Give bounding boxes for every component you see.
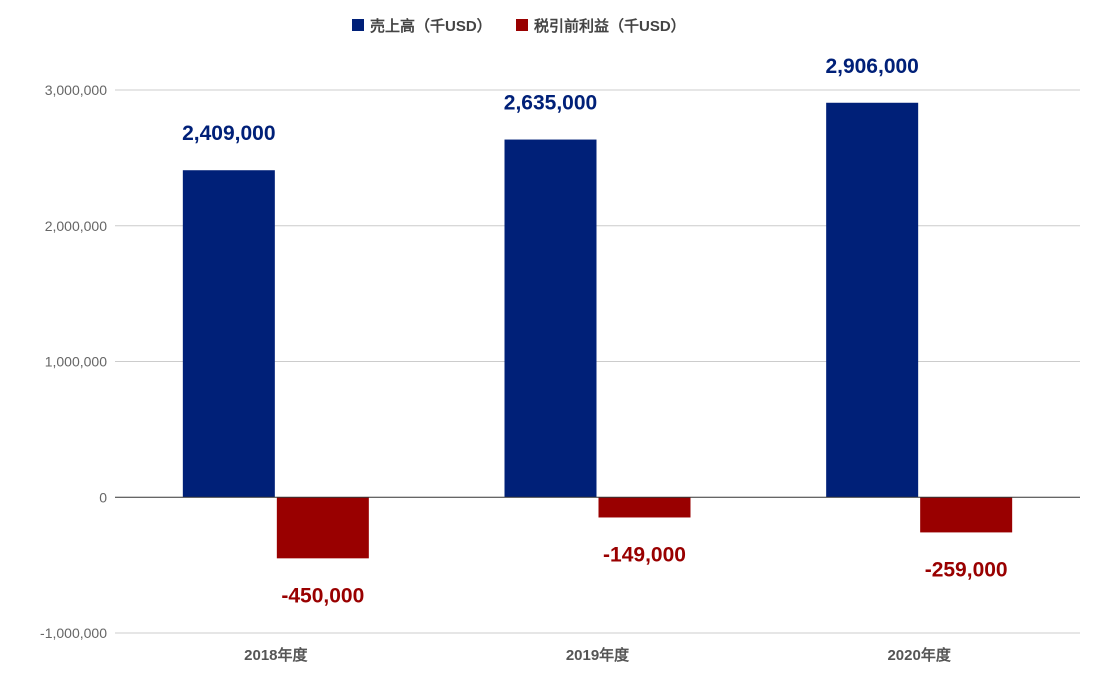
data-label: 2,635,000 [504, 92, 597, 115]
bar-pretax-profit [598, 497, 691, 518]
legend-swatch [352, 19, 364, 31]
data-label: -259,000 [925, 558, 1008, 581]
gridlines [115, 89, 1080, 634]
bar-sales [504, 139, 597, 498]
bar-sales [182, 170, 275, 498]
legend-swatch [516, 19, 528, 31]
bar-pretax-profit [276, 497, 369, 559]
data-label: -450,000 [281, 584, 364, 607]
y-axis-ticks: 3,000,000 2,000,000 1,000,000 0 -1,000,000 [40, 82, 107, 641]
data-label: -149,000 [603, 543, 686, 566]
data-label: 2,409,000 [182, 122, 275, 145]
y-tick-label: 0 [99, 489, 107, 505]
y-tick-label: 1,000,000 [45, 354, 107, 370]
y-tick-label: 2,000,000 [45, 218, 107, 234]
data-label: 2,906,000 [825, 55, 918, 78]
bar-pretax-profit [920, 497, 1013, 533]
legend-label: 売上高（千USD） [370, 17, 492, 35]
x-tick-label: 2018年度 [244, 646, 308, 664]
data-labels: 2,409,000 -450,000 2,635,000 -149,000 2,906,… [182, 55, 1008, 608]
legend-label: 税引前利益（千USD） [534, 17, 686, 35]
bar-sales [826, 102, 919, 498]
x-tick-label: 2019年度 [566, 646, 630, 664]
x-axis-ticks: 2018年度 2019年度 2020年度 [244, 646, 952, 664]
x-tick-label: 2020年度 [887, 646, 951, 664]
bars [182, 102, 1013, 559]
legend: 売上高（千USD） 税引前利益（千USD） [352, 17, 686, 35]
y-tick-label: 3,000,000 [45, 82, 107, 98]
y-tick-label: -1,000,000 [40, 625, 107, 641]
